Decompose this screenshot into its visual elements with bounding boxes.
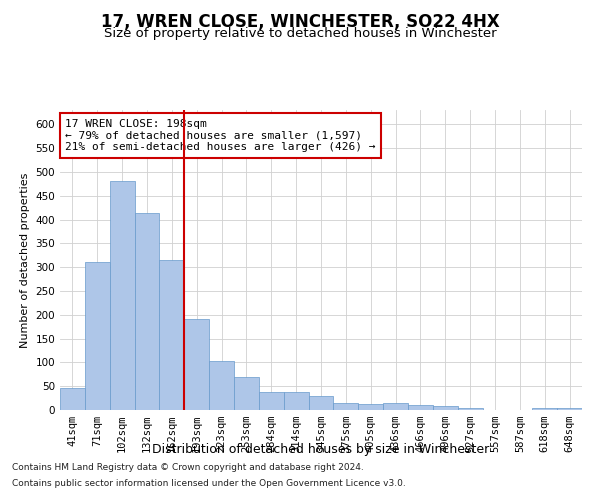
Bar: [557, 408, 582, 410]
Text: 17, WREN CLOSE, WINCHESTER, SO22 4HX: 17, WREN CLOSE, WINCHESTER, SO22 4HX: [101, 12, 499, 30]
Bar: [532, 408, 557, 410]
Bar: [110, 182, 134, 410]
Bar: [259, 392, 284, 410]
Bar: [60, 388, 85, 410]
Bar: [234, 376, 259, 410]
Bar: [334, 404, 358, 410]
Text: Contains public sector information licensed under the Open Government Licence v3: Contains public sector information licen…: [12, 478, 406, 488]
Text: Distribution of detached houses by size in Winchester: Distribution of detached houses by size …: [152, 442, 490, 456]
Y-axis label: Number of detached properties: Number of detached properties: [20, 172, 30, 348]
Bar: [209, 361, 234, 410]
Bar: [160, 260, 184, 410]
Text: Size of property relative to detached houses in Winchester: Size of property relative to detached ho…: [104, 28, 496, 40]
Bar: [433, 406, 458, 410]
Bar: [184, 319, 209, 410]
Bar: [408, 405, 433, 410]
Text: 17 WREN CLOSE: 198sqm
← 79% of detached houses are smaller (1,597)
21% of semi-d: 17 WREN CLOSE: 198sqm ← 79% of detached …: [65, 119, 376, 152]
Bar: [358, 404, 383, 410]
Bar: [383, 404, 408, 410]
Text: Contains HM Land Registry data © Crown copyright and database right 2024.: Contains HM Land Registry data © Crown c…: [12, 464, 364, 472]
Bar: [134, 213, 160, 410]
Bar: [284, 392, 308, 410]
Bar: [85, 262, 110, 410]
Bar: [458, 408, 482, 410]
Bar: [308, 396, 334, 410]
